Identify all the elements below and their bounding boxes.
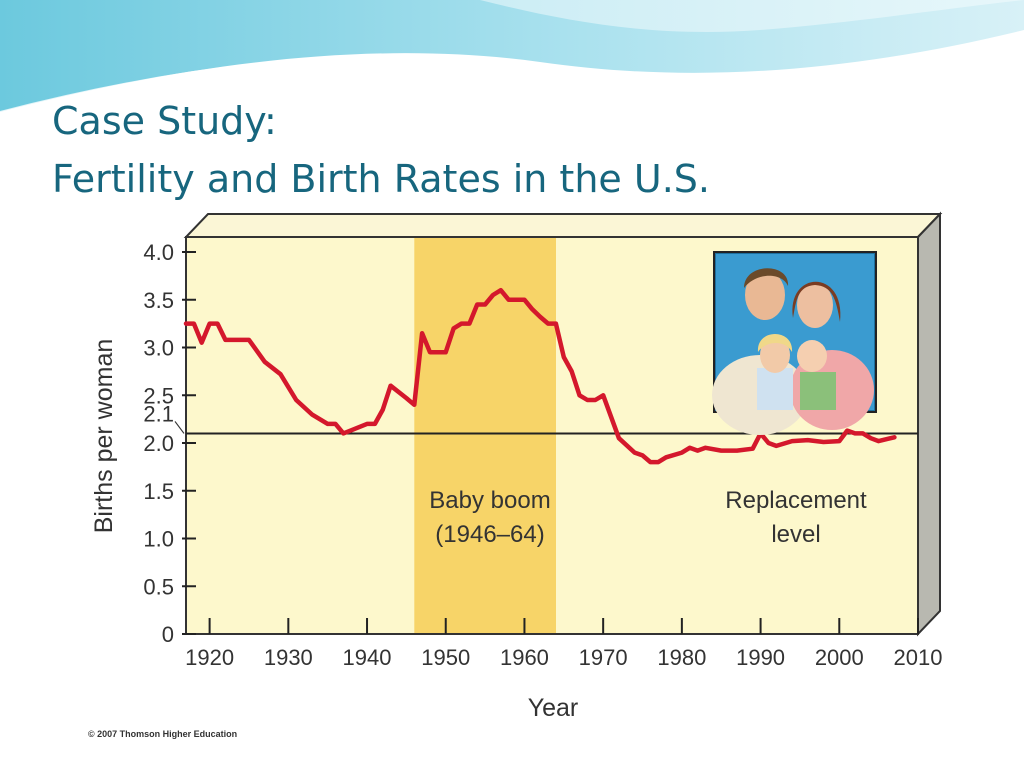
series-line-births-per-woman — [183, 287, 897, 465]
x-tick-label: 1970 — [579, 645, 628, 670]
x-tick-label: 1980 — [657, 645, 706, 670]
header-wave-line-2 — [39, 43, 1024, 105]
x-tick-label: 1960 — [500, 645, 549, 670]
baby-boom-label-line-2: (1946–64) — [435, 521, 544, 548]
x-axis: 1920 1930 1940 1950 1960 1970 1980 1990 2000 2010 — [185, 618, 942, 670]
x-tick-label: 1930 — [264, 645, 313, 670]
y-axis-title: Births per woman — [90, 339, 118, 534]
x-tick-label: 2010 — [894, 645, 943, 670]
plot-3d-top-face — [183, 213, 943, 238]
slide-title: Case Study: Fertility and Birth Rates in… — [52, 92, 710, 208]
slide-title-line-1: Case Study: — [52, 99, 277, 143]
x-tick-label: 1950 — [421, 645, 470, 670]
replacement-level-tick-label: 2.1 — [143, 401, 174, 426]
y-tick-label: 1.5 — [143, 479, 174, 504]
x-tick-label: 1920 — [185, 645, 234, 670]
family-photo — [712, 251, 877, 435]
y-tick-label: 0.5 — [143, 574, 174, 599]
replacement-level-connector — [174, 421, 185, 434]
slide-title-line-2: Fertility and Birth Rates in the U.S. — [52, 157, 710, 201]
header-wave-front — [0, 0, 1024, 32]
baby-boom-label-line-1: Baby boom — [429, 487, 550, 514]
replacement-level-label-line-2: level — [771, 521, 820, 548]
y-tick-label: 2.0 — [143, 431, 174, 456]
y-tick-label: 3.5 — [143, 288, 174, 313]
y-tick-label: 3.0 — [143, 336, 174, 361]
x-axis-title: Year — [528, 694, 579, 722]
header-wave-line — [0, 33, 1024, 113]
x-tick-label: 2000 — [815, 645, 864, 670]
y-axis: 0 0.5 1.0 1.5 2.0 2.5 3.0 3.5 4.0 — [143, 240, 196, 647]
plot-3d-side-face — [917, 211, 941, 637]
y-tick-label: 1.0 — [143, 527, 174, 552]
x-tick-label: 1990 — [736, 645, 785, 670]
baby-boom-band — [414, 238, 556, 633]
x-tick-label: 1940 — [343, 645, 392, 670]
y-tick-label: 2.5 — [143, 383, 174, 408]
y-tick-label: 4.0 — [143, 240, 174, 265]
replacement-level-label-line-1: Replacement — [725, 487, 867, 514]
y-tick-label: 0 — [162, 622, 174, 647]
copyright-credit: © 2007 Thomson Higher Education — [88, 729, 237, 739]
